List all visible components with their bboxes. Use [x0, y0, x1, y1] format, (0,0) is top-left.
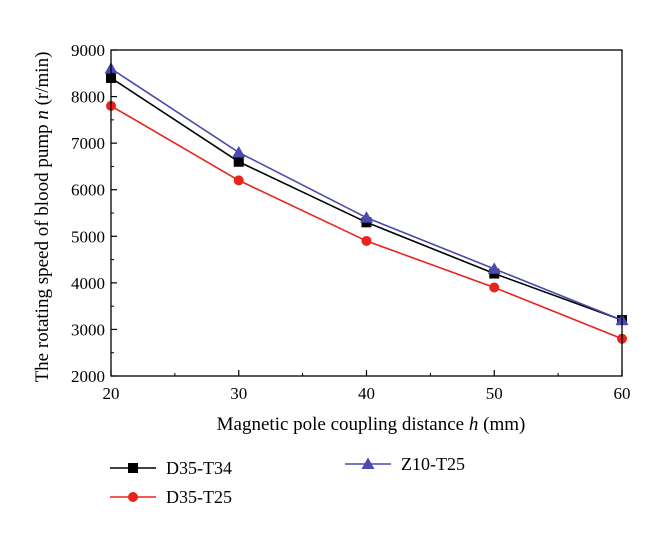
legend-label-D35-T25: D35-T25	[166, 487, 232, 507]
y-tick-label: 5000	[71, 227, 105, 246]
x-tick-label: 40	[358, 384, 375, 403]
y-axis-title: The rotating speed of blood pump n (r/mi…	[32, 52, 53, 383]
data-point-D35-T34-30	[233, 156, 244, 167]
data-point-D35-T25-30	[233, 175, 244, 186]
axes: 20 30 40 50 60 2000 3000 4000 5000 6000 7000 8000 90…	[71, 41, 631, 403]
legend: D35-T34 D35-T25 Z10-T25	[110, 454, 465, 507]
x-tick-label: 60	[614, 384, 631, 403]
x-axis-title: Magnetic pole coupling distance h (mm)	[217, 414, 526, 435]
legend-label-Z10-T25: Z10-T25	[401, 454, 465, 474]
data-point-Z10-T25-50	[487, 262, 501, 274]
y-tick-label: 6000	[71, 181, 105, 200]
x-tick-label: 30	[230, 384, 247, 403]
data-point-D35-T25-50	[489, 282, 500, 293]
x-tick-label: 20	[103, 384, 120, 403]
x-tick-label: 50	[486, 384, 503, 403]
series-line-Z10-T25	[110, 67, 623, 321]
y-tick-label: 2000	[71, 367, 105, 386]
legend-marker-D35-T34	[128, 463, 138, 473]
y-tick-label: 7000	[71, 134, 105, 153]
data-point-Z10-T25-40	[360, 211, 373, 223]
data-point-Z10-T25-30	[232, 145, 246, 158]
plot-area	[104, 62, 629, 344]
legend-marker-D35-T25	[128, 492, 138, 502]
legend-marker-Z10-T25	[361, 457, 375, 469]
y-tick-label: 4000	[71, 274, 105, 293]
y-tick-label: 9000	[71, 41, 105, 60]
series-line-D35-T34	[110, 77, 623, 321]
y-tick-label: 8000	[71, 88, 105, 107]
data-point-D35-T25-40	[361, 235, 372, 246]
legend-label-D35-T34: D35-T34	[166, 458, 232, 478]
y-tick-label: 3000	[71, 320, 105, 339]
